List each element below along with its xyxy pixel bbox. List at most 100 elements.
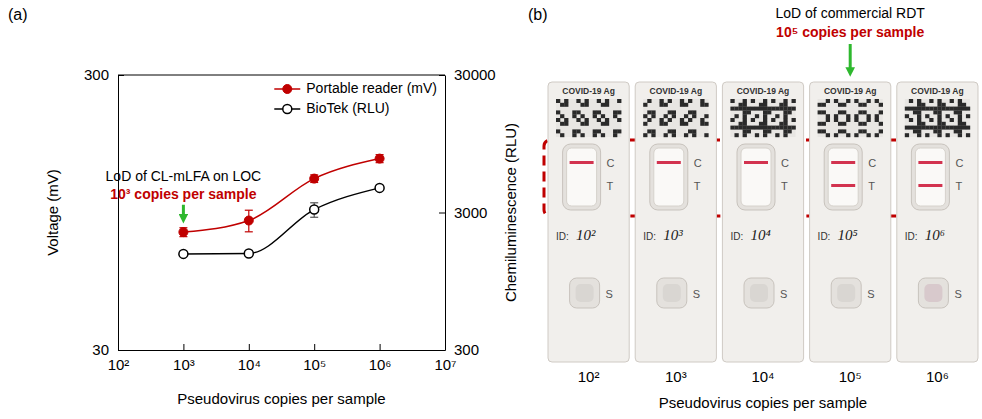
qr-cell (755, 107, 759, 111)
qr-cell (937, 122, 941, 126)
qr-cell (743, 110, 747, 114)
qr-cell (664, 114, 668, 118)
xticks-tick-label: 10⁶ (369, 356, 392, 373)
control-line (744, 161, 768, 164)
qr-code (905, 99, 970, 137)
qr-cell (929, 107, 933, 111)
test-strip: COVID-19 AgCTID:10²S (548, 82, 629, 362)
result-window (741, 148, 771, 206)
qr-cell (576, 99, 580, 103)
qr-cell (842, 122, 846, 126)
strip-header: COVID-19 Ag (824, 86, 877, 96)
qr-cell (605, 122, 609, 126)
qr-cell (651, 114, 655, 118)
qr-cell (917, 126, 921, 130)
qr-cell (933, 107, 937, 111)
legend-item: BioTek (RLU) (274, 100, 389, 116)
qr-cell (941, 126, 945, 130)
yticks-axis-line (118, 76, 119, 351)
panel-b: (b)COVID-19 AgCTID:10²S10²COVID-19 AgCTI… (528, 5, 978, 411)
control-line (570, 161, 594, 164)
qr-cell (879, 129, 883, 133)
sample-letter: S (954, 288, 961, 300)
qr-cell (875, 133, 879, 137)
qr-cell (962, 103, 966, 107)
qr-cell (585, 99, 589, 103)
qr-cell (651, 129, 655, 133)
qr-cell (576, 110, 580, 114)
qr-cell (958, 110, 962, 114)
qr-cell (704, 114, 708, 118)
legend: Portable reader (mV)BioTek (RLU) (274, 80, 437, 116)
strip-label: 10² (578, 368, 600, 385)
qr-cell (846, 99, 850, 103)
qr-cell (672, 129, 676, 133)
qr-cell (763, 103, 767, 107)
error-bar (310, 175, 318, 183)
qr-cell (958, 122, 962, 126)
result-window (828, 148, 858, 206)
figure: (a)10²10³10⁴10⁵10⁶10⁷30300300300030000Ps… (0, 0, 982, 419)
qr-cell (668, 110, 672, 114)
qr-cell (787, 129, 791, 133)
x-axis-title: Pseudovirus copies per sample (659, 394, 867, 411)
qr-cell (787, 110, 791, 114)
qr-cell (937, 133, 941, 137)
id-handwritten: 10² (576, 227, 596, 243)
qr-cell (917, 103, 921, 107)
data-point (179, 249, 188, 258)
y2ticks-tick-mark (439, 75, 445, 76)
qr-cell (958, 126, 962, 130)
qr-cell (842, 103, 846, 107)
qr-cell (879, 122, 883, 126)
y-axis-title: Voltage (mV) (44, 169, 61, 256)
qr-cell (593, 133, 597, 137)
sample-well (576, 284, 594, 302)
qr-cell (688, 129, 692, 133)
id-handwritten: 10⁵ (838, 227, 858, 243)
qr-cell (937, 99, 941, 103)
strip-header: COVID-19 Ag (737, 86, 790, 96)
qr-cell (767, 107, 771, 111)
qr-background (905, 99, 970, 137)
qr-cell (767, 110, 771, 114)
strip-label: 10⁴ (751, 368, 774, 385)
strip-label: 10³ (665, 368, 687, 385)
qr-cell (601, 114, 605, 118)
qr-cell (734, 107, 738, 111)
qr-cell (909, 118, 913, 122)
qr-cell (767, 129, 771, 133)
qr-cell (747, 129, 751, 133)
qr-cell (613, 110, 617, 114)
qr-cell (572, 129, 576, 133)
legend-label: BioTek (RLU) (306, 100, 389, 116)
qr-cell (775, 126, 779, 130)
annotation-highlight: 10³ copies per sample (110, 186, 257, 202)
qr-cell (954, 126, 958, 130)
qr-cell (763, 110, 767, 114)
qr-cell (950, 107, 954, 111)
error-bar-part (310, 217, 318, 218)
qr-cell (966, 133, 970, 137)
strip-body (810, 82, 891, 362)
yticks-tick-mark (118, 75, 124, 76)
qr-cell (580, 103, 584, 107)
qr-cell (946, 126, 950, 130)
qr-cell (560, 114, 564, 118)
data-point (310, 205, 319, 214)
xticks-tick-mark (249, 344, 250, 350)
qr-cell (692, 129, 696, 133)
qr-cell (759, 126, 763, 130)
xticks-tick: 10³ (173, 344, 195, 373)
qr-cell (643, 122, 647, 126)
qr-cell (771, 99, 775, 103)
qr-cell (751, 107, 755, 111)
qr-cell (917, 133, 921, 137)
annotation-highlight: 10⁵ copies per sample (776, 24, 924, 40)
qr-cell (576, 129, 580, 133)
data-point (375, 183, 384, 192)
qr-cell (946, 114, 950, 118)
strip-header: COVID-19 Ag (650, 86, 703, 96)
sample-well (663, 284, 681, 302)
qr-cell (755, 126, 759, 130)
